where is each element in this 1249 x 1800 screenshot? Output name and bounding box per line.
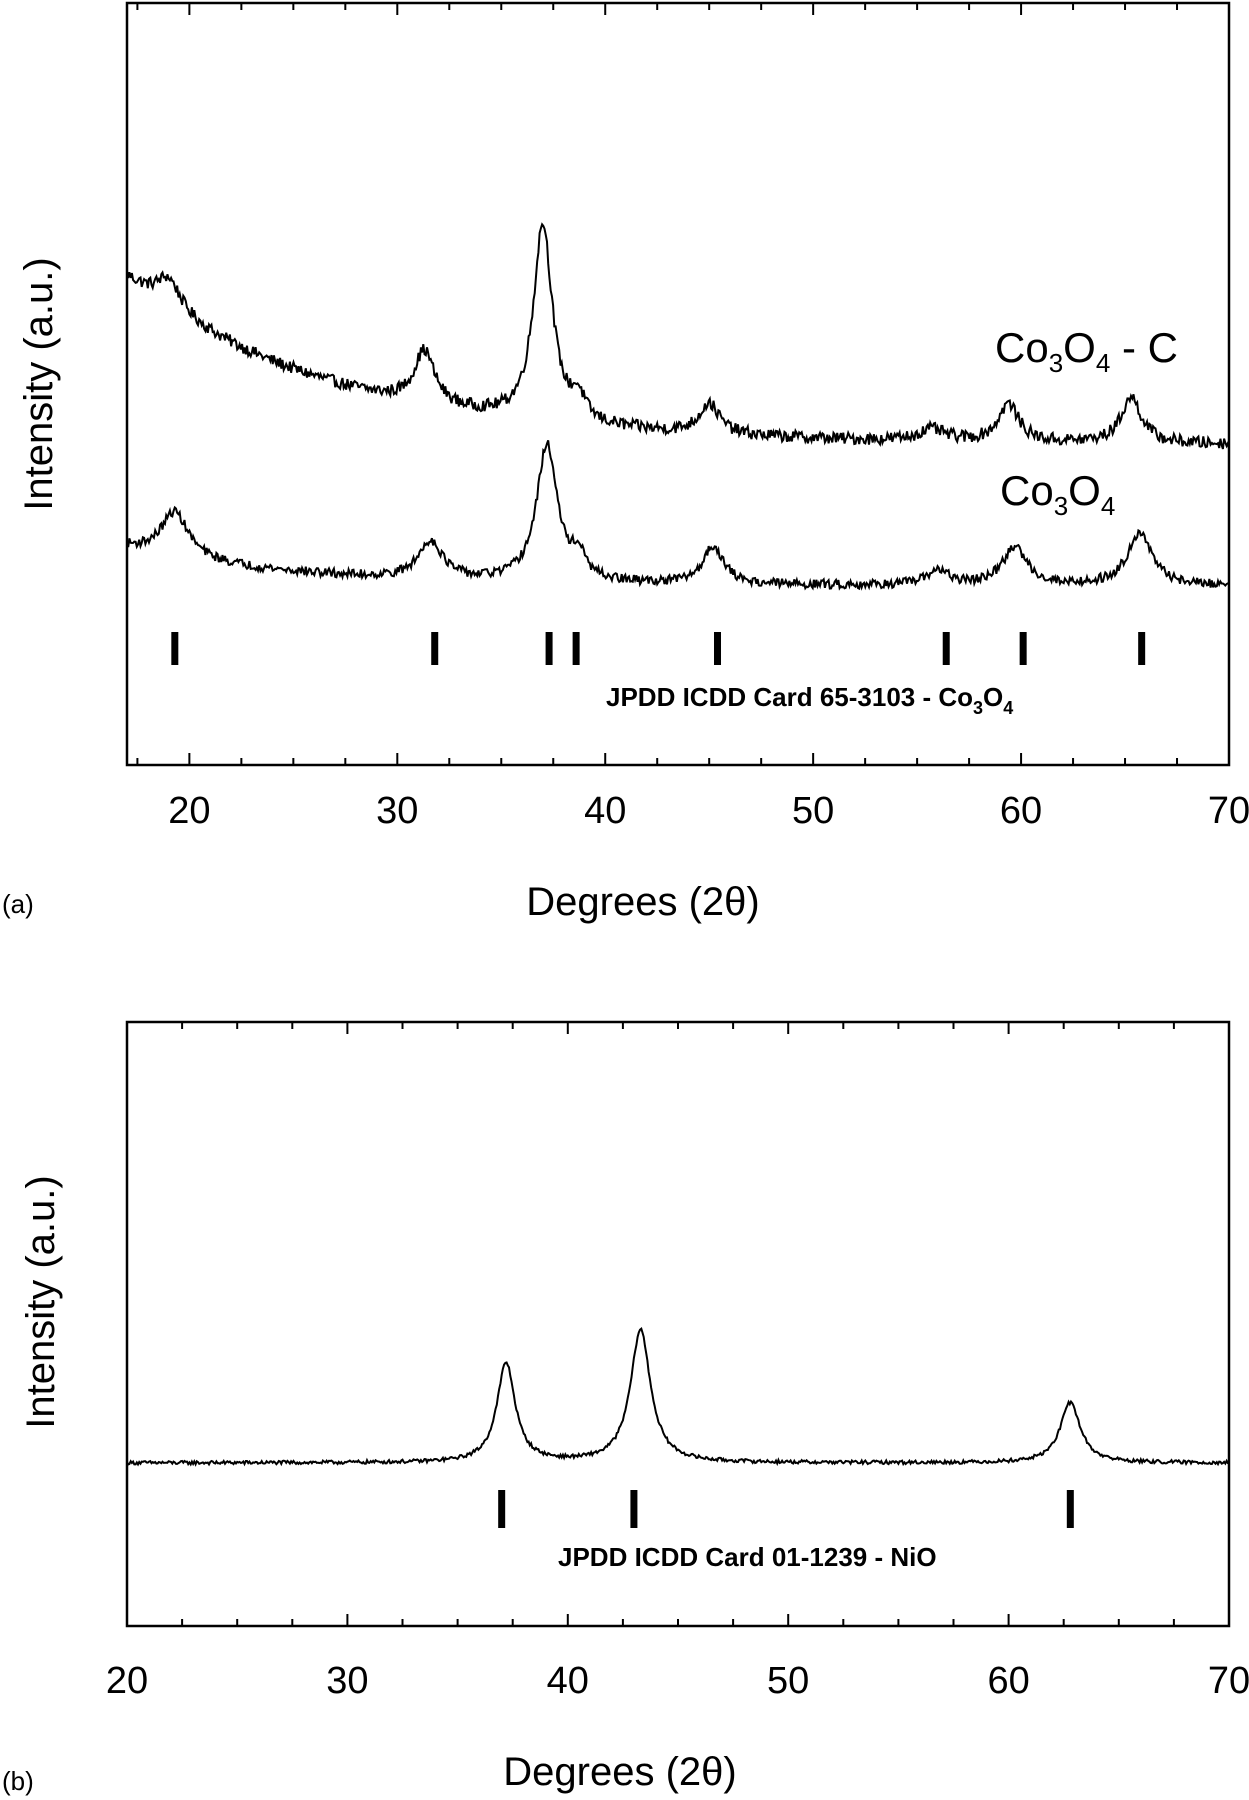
x-tick-label: 30 xyxy=(326,1660,368,1702)
series-group-b xyxy=(126,1327,1230,1467)
reference-marker xyxy=(1019,632,1027,665)
reference-marker xyxy=(1066,1490,1074,1528)
reference-marker xyxy=(572,632,580,665)
x-tick-labels-a: 20 30 40 50 60 70 xyxy=(168,790,1249,832)
reference-marker xyxy=(545,632,553,665)
series-line-co3o4-c xyxy=(126,222,1230,450)
reference-markers-a xyxy=(171,632,1146,665)
x-tick-label: 70 xyxy=(1208,790,1249,832)
x-tick-label: 30 xyxy=(376,790,418,832)
plot-frame-b xyxy=(125,1020,1231,1628)
x-tick-label: 40 xyxy=(547,1660,589,1702)
reference-marker xyxy=(714,632,722,665)
x-tick-label: 60 xyxy=(987,1660,1029,1702)
x-axis-title-b: Degrees (2θ) xyxy=(503,1750,736,1794)
reference-marker xyxy=(1138,632,1146,665)
x-ticks-a xyxy=(136,3,1230,765)
panel-label-b: (b) xyxy=(2,1766,34,1796)
plot-frame-a xyxy=(125,1,1231,767)
series-group-a xyxy=(126,222,1230,591)
reference-marker xyxy=(171,632,179,665)
panel-b: 20 30 40 50 60 70 JPDD ICDD Card 01-1239 - Ni… xyxy=(2,1020,1249,1796)
y-axis-title-a: Intensity (a.u.) xyxy=(17,257,61,510)
reference-label-b: JPDD ICDD Card 01-1239 - NiO xyxy=(558,1542,937,1572)
series-label-co3o4-c: Co3O4 - C xyxy=(995,324,1178,378)
x-axis-title-a: Degrees (2θ) xyxy=(526,880,759,924)
x-tick-label: 50 xyxy=(792,790,834,832)
x-tick-label: 20 xyxy=(106,1660,148,1702)
series-label-co3o4: Co3O4 xyxy=(1000,467,1115,521)
reference-label-a: JPDD ICDD Card 65-3103 - Co3O4 xyxy=(606,682,1013,718)
series-line-nio xyxy=(126,1327,1230,1467)
x-tick-label: 20 xyxy=(168,790,210,832)
reference-marker xyxy=(431,632,439,665)
x-tick-labels-b: 20 30 40 50 60 70 xyxy=(106,1660,1249,1702)
x-tick-label: 60 xyxy=(1000,790,1042,832)
panel-a: 20 30 40 50 60 70 JPDD ICDD Card 65-3103 - Co… xyxy=(2,1,1249,924)
x-ticks-b xyxy=(126,1022,1230,1626)
x-tick-label: 40 xyxy=(584,790,626,832)
x-tick-label: 50 xyxy=(767,1660,809,1702)
series-line-co3o4 xyxy=(126,440,1230,591)
reference-marker xyxy=(498,1490,506,1528)
reference-markers-b xyxy=(498,1490,1074,1528)
x-tick-label: 70 xyxy=(1208,1660,1249,1702)
reference-marker xyxy=(630,1490,638,1528)
y-axis-title-b: Intensity (a.u.) xyxy=(19,1175,63,1428)
reference-marker xyxy=(942,632,950,665)
panel-label-a: (a) xyxy=(2,889,34,919)
